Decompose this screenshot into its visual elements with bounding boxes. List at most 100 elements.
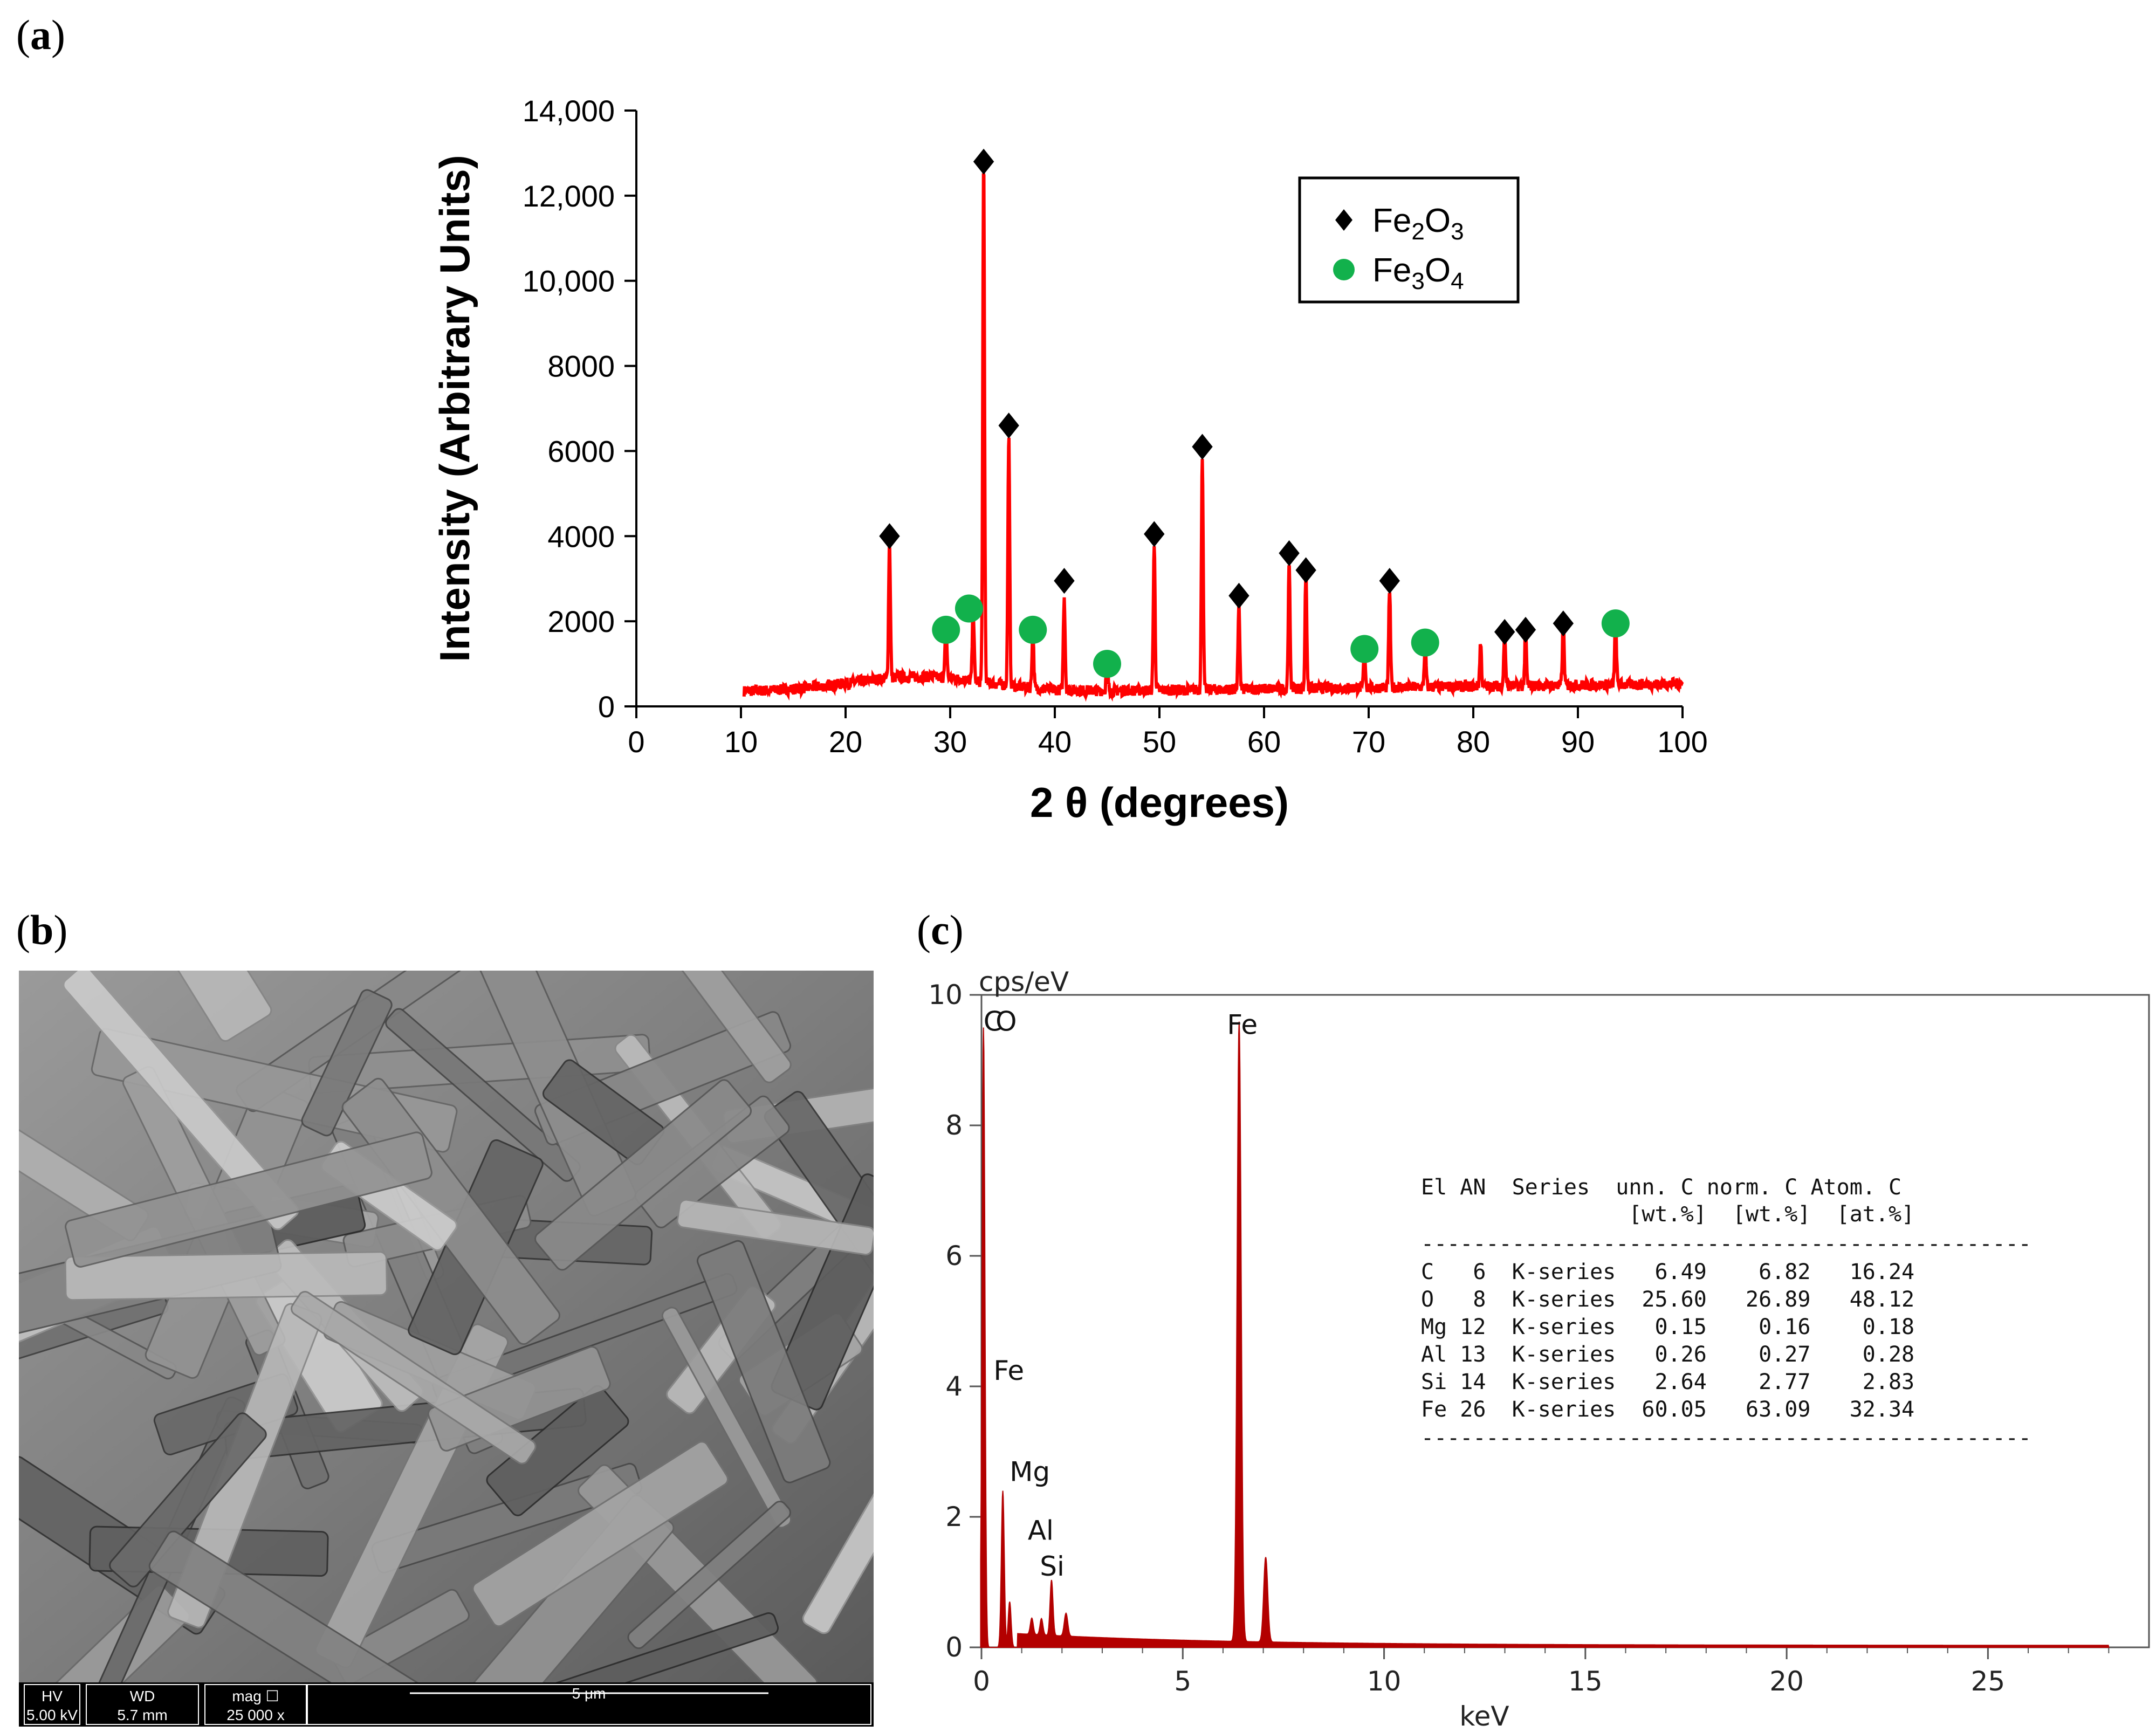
xrd-x-tick-label: 0: [628, 725, 644, 759]
eds-peak-label: C: [984, 1006, 1003, 1037]
eds-table-header: El AN Series unn. C norm. C Atom. C: [1421, 1175, 1901, 1200]
xrd-x-tick-label: 80: [1457, 725, 1490, 759]
xrd-x-tick-label: 30: [933, 725, 967, 759]
sem-crystal-rod: [301, 989, 393, 1137]
xrd-x-tick-label: 40: [1038, 725, 1072, 759]
xrd-x-tick-label: 90: [1561, 725, 1595, 759]
xrd-x-tick-label: 10: [724, 725, 758, 759]
eds-table-rule: ----------------------------------------…: [1421, 1232, 2031, 1256]
sem-crystal-rod: [291, 1291, 537, 1465]
sem-crystal-rod: [534, 1079, 752, 1271]
sem-field-head: mag ☐: [232, 1688, 279, 1704]
sem-crystal-rod: [164, 971, 272, 1042]
xrd-y-tick-label: 8000: [547, 349, 615, 383]
panel-letter-c: c: [930, 906, 950, 953]
xrd-fe2o3-marker: [1553, 610, 1574, 637]
sem-crystal-rod: [802, 1441, 874, 1634]
xrd-fe2o3-marker: [1379, 568, 1400, 594]
legend-circle-icon: [1333, 259, 1355, 280]
sem-crystal-rod: [486, 1385, 629, 1516]
xrd-fe3o4-marker: [1411, 628, 1439, 657]
panel-letter-a: a: [30, 11, 51, 58]
eds-x-tick-label: 25: [1971, 1666, 2006, 1697]
eds-plot-frame: [980, 994, 2150, 1648]
legend-subscript: 3: [1411, 268, 1424, 294]
xrd-fe2o3-marker: [1228, 582, 1249, 609]
eds-table-row: Mg 12 K-series 0.15 0.16 0.18: [1421, 1315, 1914, 1339]
eds-table-row: O 8 K-series 25.60 26.89 48.12: [1421, 1287, 1914, 1312]
panel-label-c: (c): [917, 906, 964, 953]
eds-y-tick-label: 4: [945, 1371, 963, 1402]
eds-table-row: Fe 26 K-series 60.05 63.09 32.34: [1421, 1397, 1914, 1422]
sem-crystal-rod: [421, 1612, 779, 1682]
sem-field-box: [204, 1684, 307, 1725]
xrd-fe2o3-marker: [1515, 616, 1536, 643]
eds-x-axis-title: keV: [1459, 1701, 1509, 1732]
sem-field-value: 5.7 mm: [117, 1707, 167, 1723]
xrd-y-tick-label: 14,000: [523, 94, 615, 128]
xrd-fe3o4-marker: [955, 594, 983, 623]
eds-y-tick-label: 2: [945, 1501, 963, 1532]
xrd-fe2o3-marker: [1494, 618, 1515, 645]
xrd-fe3o4-marker: [1093, 650, 1121, 678]
eds-y-axis-title: cps/eV: [979, 966, 1069, 998]
legend-element: Fe: [1372, 202, 1411, 239]
xrd-y-axis-title: Intensity (Arbitrary Units): [431, 155, 478, 662]
eds-x-tick-label: 20: [1769, 1666, 1804, 1697]
eds-x-tick-label: 5: [1174, 1666, 1191, 1697]
sem-crystal-rod: [63, 971, 299, 1231]
eds-spectrum-area: [980, 1021, 2110, 1648]
eds-quant-table: El AN Series unn. C norm. C Atom. C [wt.…: [1421, 1175, 2031, 1451]
eds-x-tick-label: 10: [1367, 1666, 1402, 1697]
eds-peak-labels: CO Fe Fe Mg Al Si: [984, 1006, 1258, 1582]
xrd-fe3o4-marker: [1601, 609, 1630, 638]
xrd-y-tick-label: 12,000: [523, 179, 615, 213]
legend-subscript: 3: [1451, 218, 1464, 245]
xrd-fe3o4-marker: [1019, 615, 1047, 644]
xrd-fe2o3-marker: [879, 523, 900, 549]
sem-field-head: WD: [130, 1688, 155, 1704]
xrd-legend-box: [1298, 176, 1520, 304]
eds-peak-label: Al: [1028, 1515, 1054, 1546]
xrd-x-axis-title: 2 θ (degrees): [1030, 779, 1289, 826]
xrd-y-tick-label: 6000: [547, 434, 615, 468]
xrd-y-tick-label: 10,000: [523, 264, 615, 298]
legend-element: O: [1425, 202, 1451, 239]
panel-label-a: (a): [16, 11, 65, 58]
xrd-x-tick-label: 60: [1247, 725, 1281, 759]
sem-micrograph: HV 5.00 kV WD 5.7 mm mag ☐ 25 000 x 5 μm: [19, 971, 874, 1727]
xrd-fe2o3-marker: [1279, 540, 1300, 566]
eds-y-tick-label: 0: [945, 1632, 963, 1663]
eds-y-tick-label: 6: [945, 1240, 963, 1271]
eds-peak-label: Fe: [993, 1355, 1024, 1386]
xrd-y-tick-label: 2000: [547, 604, 615, 638]
eds-table-row: Si 14 K-series 2.64 2.77 2.83: [1421, 1370, 1914, 1394]
eds-peak-label: Fe: [1227, 1009, 1258, 1041]
sem-info-bar: HV 5.00 kV WD 5.7 mm mag ☐ 25 000 x 5 μm: [24, 1684, 871, 1725]
eds-x-tick-label: 0: [973, 1666, 990, 1697]
eds-x-tick-label: 15: [1568, 1666, 1603, 1697]
xrd-fe2o3-marker: [973, 148, 994, 175]
eds-table-rule-bottom: ----------------------------------------…: [1421, 1426, 2031, 1451]
legend-subscript: 2: [1411, 218, 1424, 245]
sem-scale-box: [307, 1684, 871, 1725]
sem-scale-label: 5 μm: [572, 1685, 606, 1702]
xrd-chart: 0 10 20 30 40 50 60 70 80 90 100 0 2000 4000 6000 8000 1…: [431, 94, 1708, 826]
sem-field-box: [24, 1684, 80, 1725]
xrd-y-tick-label: 0: [598, 690, 615, 724]
legend-element: O: [1425, 252, 1451, 289]
xrd-peak-markers: [879, 148, 1630, 678]
xrd-fe2o3-marker: [1192, 434, 1213, 460]
sem-crystal-rod: [472, 1441, 729, 1627]
sem-field-box: [86, 1684, 199, 1725]
sem-crystal-rod: [676, 1199, 874, 1256]
eds-peak-label: Mg: [1010, 1456, 1050, 1487]
legend-entry-0: Fe2O3: [1372, 202, 1464, 245]
eds-chart: 0 5 10 15 20 25 0 2 4 6 8 10 CO Fe Fe Mg Al Si keV cps/e…: [928, 966, 2150, 1732]
sem-crystal-rod: [65, 1131, 432, 1268]
legend-entry-1: Fe3O4: [1372, 252, 1464, 294]
eds-y-tick-label: 10: [928, 979, 963, 1011]
eds-table-row: C 6 K-series 6.49 6.82 16.24: [1421, 1260, 1914, 1284]
